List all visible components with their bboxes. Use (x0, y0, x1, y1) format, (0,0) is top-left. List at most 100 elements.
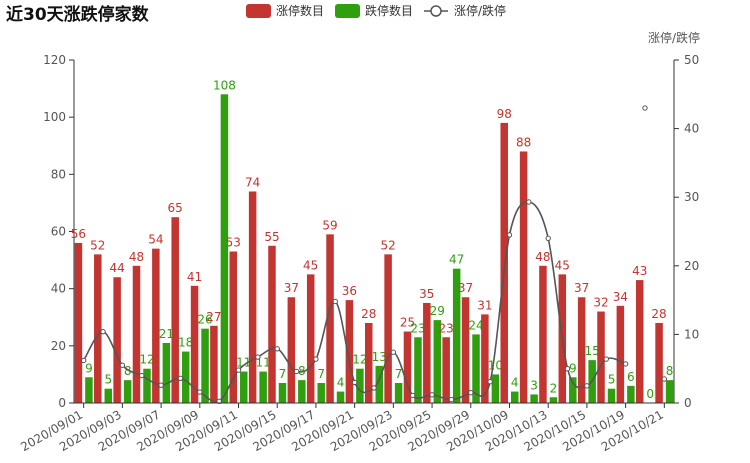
right-tick-label: 30 (684, 190, 699, 204)
bar-label-limit-up: 88 (516, 135, 531, 149)
ratio-point (487, 379, 493, 385)
bar-limit-up (287, 297, 296, 403)
bar-label-limit-up: 52 (90, 238, 105, 252)
bar-label-limit-down: 12 (352, 353, 367, 367)
bar-label-limit-down: 23 (410, 321, 425, 335)
right-tick-label: 10 (684, 327, 699, 341)
bar-limit-down (220, 94, 229, 404)
bar-limit-down (104, 388, 113, 403)
bar-label-limit-up: 37 (574, 281, 589, 295)
ratio-point (158, 382, 164, 388)
left-tick-label: 60 (51, 225, 66, 239)
ratio-point (506, 232, 513, 238)
bar-label-limit-down: 5 (104, 373, 112, 387)
ratio-point (274, 346, 280, 352)
bar-limit-down (278, 382, 287, 403)
bar-series: 5695254484812542165184126271085311741155… (71, 78, 673, 404)
bar-label-limit-up: 44 (109, 261, 124, 275)
bar-limit-up (403, 331, 412, 403)
bar-label-limit-down: 9 (85, 361, 93, 375)
bar-limit-down (510, 391, 519, 403)
bar-label-limit-up: 31 (477, 298, 492, 312)
bar-label-limit-up: 34 (613, 290, 628, 304)
bar-label-limit-down: 15 (585, 344, 600, 358)
bar-label-limit-down: 18 (178, 336, 193, 350)
ratio-point (642, 105, 648, 111)
ratio-point (100, 328, 106, 335)
bar-limit-up (306, 274, 315, 403)
bar-limit-up (229, 251, 238, 403)
bar-label-limit-up: 25 (400, 316, 415, 330)
bar-label-limit-up: 54 (148, 233, 163, 247)
bar-limit-up (635, 280, 644, 403)
chart-title: 近30天涨跌停家数 (6, 4, 150, 25)
bar-label-limit-up: 52 (380, 238, 395, 252)
bar-label-limit-up: 48 (129, 250, 144, 264)
bar-limit-down (627, 385, 635, 403)
legend: 涨停数目 跌停数目 涨停/跌停 (246, 3, 506, 18)
bar-label-limit-down: 24 (468, 318, 483, 332)
bar-label-limit-down: 13 (372, 350, 387, 364)
bar-label-limit-up: 37 (284, 281, 299, 295)
bar-label-limit-down: 8 (124, 364, 132, 378)
bar-label-limit-up: 32 (593, 296, 608, 310)
bar-limit-up (248, 191, 257, 403)
bar-limit-up (268, 245, 276, 403)
bar-limit-down (569, 377, 577, 403)
ratio-point (545, 235, 551, 242)
ratio-point (448, 396, 455, 403)
bar-limit-down (259, 371, 267, 403)
bar-label-limit-down: 29 (430, 304, 445, 318)
bar-label-limit-down: 6 (627, 370, 635, 384)
ratio-point (177, 375, 184, 382)
bar-label-limit-up: 98 (497, 107, 512, 121)
bar-limit-down (414, 337, 422, 403)
bar-limit-down (143, 368, 151, 403)
bar-label-limit-up: 43 (632, 264, 647, 278)
bar-label-limit-down: 21 (159, 327, 174, 341)
bar-label-limit-up: 36 (342, 284, 357, 298)
legend-label: 跌停数目 (365, 3, 413, 18)
left-tick-label: 100 (43, 110, 66, 124)
ratio-point (313, 356, 319, 362)
bar-label-limit-up: 48 (535, 250, 550, 264)
ratio-point (410, 392, 416, 399)
bar-label-limit-up: 74 (245, 175, 260, 189)
right-axis: 0 10 20 30 40 50 (673, 53, 699, 410)
bar-label-limit-down: 10 (488, 358, 503, 372)
bar-limit-down (375, 365, 383, 403)
ratio-point (603, 356, 609, 362)
bar-limit-up (113, 277, 121, 403)
legend-label: 涨停/跌停 (454, 3, 506, 18)
bar-label-limit-up: 23 (439, 321, 454, 335)
bar-limit-down (549, 397, 558, 403)
left-tick-label: 80 (51, 167, 66, 181)
bar-limit-down (491, 374, 500, 403)
bar-label-limit-down: 12 (139, 353, 154, 367)
bar-label-limit-up: 56 (71, 227, 86, 241)
bar-limit-down (85, 377, 93, 403)
right-tick-label: 0 (684, 396, 692, 410)
ratio-point (139, 372, 145, 379)
bar-limit-up (519, 151, 528, 403)
bar-label-limit-down: 4 (337, 376, 345, 390)
ratio-point (564, 366, 571, 372)
bar-label-limit-down: 3 (530, 378, 538, 392)
right-axis-name: 涨停/跌停 (648, 30, 700, 45)
left-tick-label: 20 (51, 339, 66, 353)
ratio-point (332, 298, 338, 305)
bar-label-limit-up: 27 (206, 310, 221, 324)
bar-label-limit-up: 45 (555, 258, 570, 272)
bar-limit-up (326, 234, 334, 403)
bar-label-limit-up: 65 (168, 201, 183, 215)
bar-limit-up (597, 311, 605, 403)
bar-limit-down (123, 380, 132, 403)
bar-label-limit-up: 45 (303, 258, 318, 272)
bar-limit-up (461, 297, 470, 403)
ratio-point (390, 349, 397, 355)
bar-label-limit-down: 0 (646, 387, 654, 401)
ratio-point (235, 367, 242, 373)
left-tick-label: 120 (43, 53, 66, 67)
bar-label-limit-up: 35 (419, 287, 434, 301)
bar-label-limit-down: 11 (236, 356, 251, 370)
